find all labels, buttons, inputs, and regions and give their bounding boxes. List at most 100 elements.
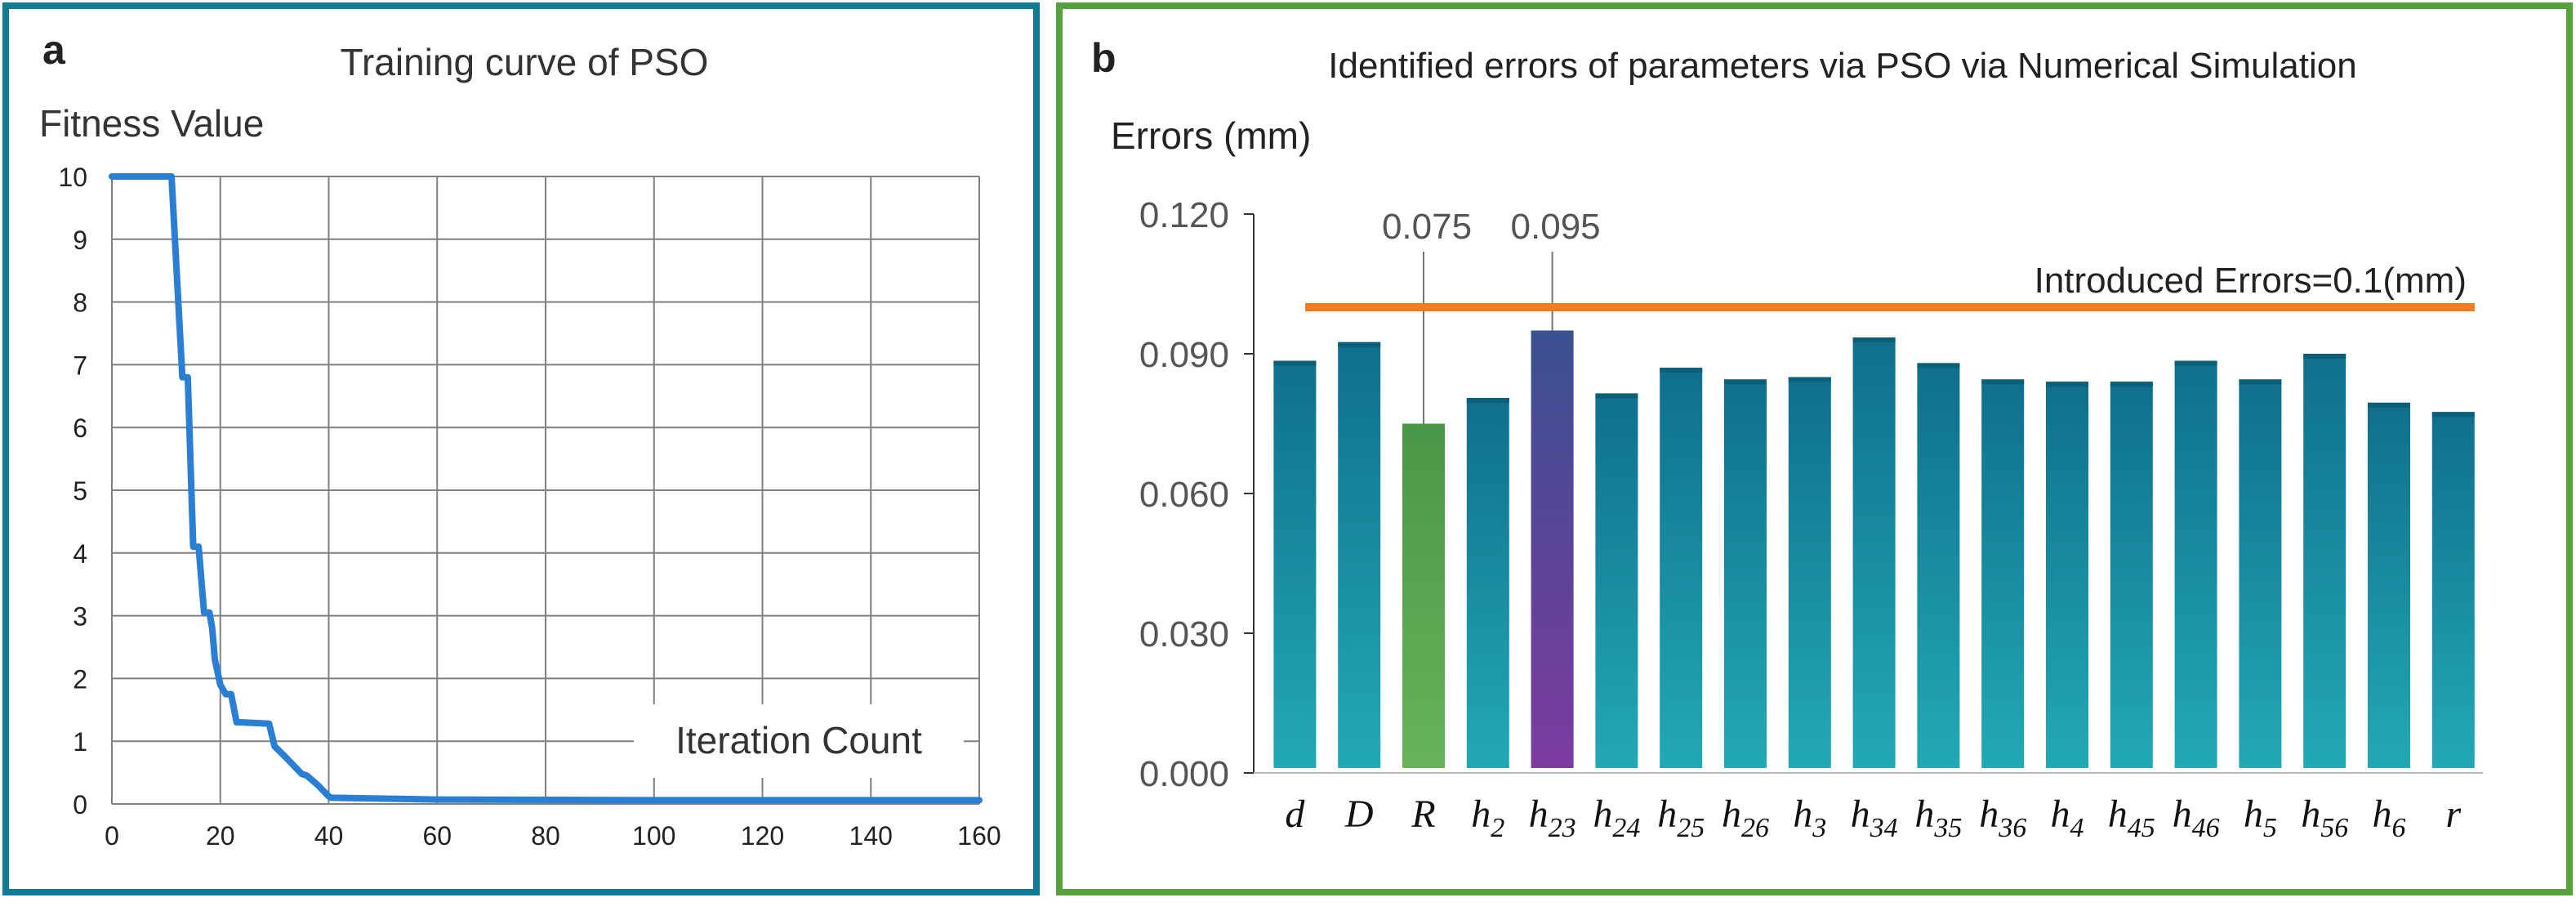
x-tick-subscript: 34 [1870, 813, 1898, 843]
bar-h34 [1852, 337, 1896, 768]
x-tick-subscript: 23 [1549, 813, 1576, 843]
bar-h36 [1981, 379, 2025, 768]
panel-a-y-tick-label: 5 [73, 476, 87, 506]
x-tick-symbol: h [1914, 793, 1934, 836]
bar-top-edge [2174, 360, 2217, 366]
panel-b-x-tick-label: h5 [2244, 793, 2277, 843]
x-tick-subscript: 46 [2192, 813, 2220, 843]
introduced-errors-label: Introduced Errors=0.1(mm) [2035, 261, 2467, 301]
panel-b-x-tick-label: h36 [1979, 793, 2026, 843]
panel-a-y-tick-label: 6 [73, 413, 87, 443]
panel-a-y-axis-label: Fitness Value [39, 102, 264, 145]
annotation-value-label: 0.095 [1511, 207, 1601, 247]
bar-d [1273, 360, 1317, 768]
panel-b-x-tick-label: h26 [1722, 793, 1769, 843]
panel-b-bars [1273, 330, 2475, 768]
x-tick-subscript: 3 [1812, 813, 1826, 843]
panel-b-y-ticks: 0.000 0.030 0.060 0.090 0.120 [1139, 195, 1254, 794]
panel-b-x-tick-label: h6 [2373, 793, 2406, 843]
panel-a-x-ticks: 0 20 40 60 80 100 120 140 160 [105, 821, 1001, 851]
panel-b-x-tick-label: D [1344, 793, 1374, 836]
panel-b-border [1056, 2, 2573, 895]
panel-a-x-tick-label: 80 [531, 821, 560, 851]
panel-b-x-tick-label: h45 [2108, 793, 2155, 843]
panel-b-x-tick-label: d [1285, 793, 1305, 836]
bar-R [1402, 423, 1445, 768]
x-tick-subscript: 2 [1491, 813, 1504, 843]
panel-b-y-tick-label: 0.030 [1139, 614, 1229, 654]
x-tick-symbol: d [1285, 793, 1305, 836]
bar-D [1338, 342, 1381, 768]
bar-h45 [2110, 382, 2153, 768]
bar-h46 [2174, 360, 2217, 768]
panel-a-y-tick-label: 9 [73, 226, 87, 255]
panel-a-x-label-box [634, 704, 964, 778]
x-tick-symbol: R [1411, 793, 1435, 836]
panel-b-y-tick-label: 0.000 [1139, 754, 1229, 794]
panel-b-y-tick-label: 0.120 [1139, 195, 1229, 235]
panel-b-y-axis-label: Errors (mm) [1111, 114, 1311, 157]
bar-top-edge [1917, 363, 1960, 368]
bar-h24 [1595, 393, 1638, 768]
panel-a-grid [111, 176, 980, 805]
panel-a-x-tick-label: 60 [422, 821, 452, 851]
bar-h56 [2303, 354, 2346, 768]
x-tick-subscript: 26 [1741, 813, 1769, 843]
bar-top-edge [2110, 382, 2153, 387]
panel-b-x-tick-label: h3 [1793, 793, 1826, 843]
bar-top-edge [2239, 379, 2282, 385]
bar-top-edge [1852, 337, 1896, 343]
bar-top-edge [1595, 393, 1638, 399]
bar-top-edge [1273, 360, 1317, 366]
bar-top-edge [2368, 402, 2410, 408]
bar-h26 [1724, 379, 1767, 768]
x-tick-subscript: 4 [2070, 813, 2084, 843]
x-tick-subscript: 36 [1998, 813, 2026, 843]
panel-a-x-tick-label: 140 [849, 821, 893, 851]
annotation-value-label: 0.075 [1382, 207, 1472, 247]
fitness-curve-line [109, 173, 983, 804]
panel-b-x-tick-label: h2 [1471, 793, 1504, 843]
panel-a-letter: a [42, 27, 66, 73]
panel-b-x-tick-label: h56 [2301, 793, 2348, 843]
bar-h35 [1917, 363, 1960, 768]
bar-top-edge [1724, 379, 1767, 385]
x-tick-symbol: h [2244, 793, 2263, 836]
bar-h23 [1531, 330, 1574, 768]
bar-top-edge [1981, 379, 2025, 385]
x-tick-symbol: h [1793, 793, 1812, 836]
bar-top-edge [2303, 354, 2346, 359]
panel-a-x-tick-label: 160 [957, 821, 1001, 851]
panel-a-y-tick-label: 3 [73, 602, 87, 632]
panel-a-x-tick-label: 20 [206, 821, 235, 851]
bar-top-edge [1466, 398, 1509, 404]
panel-a-x-tick-label: 100 [632, 821, 675, 851]
x-tick-symbol: r [2445, 793, 2461, 836]
x-tick-symbol: h [2373, 793, 2392, 836]
bar-h25 [1660, 368, 1703, 768]
panel-b-y-tick-label: 0.060 [1139, 475, 1229, 515]
bar-r [2431, 412, 2475, 768]
bar-h6 [2368, 402, 2410, 768]
bar-h4 [2046, 382, 2088, 768]
panel-a-y-ticks: 0 1 2 3 4 5 6 7 8 9 10 [58, 163, 87, 819]
panel-b-x-tick-label: h25 [1657, 793, 1705, 843]
bar-top-edge [2046, 382, 2088, 387]
bar-h2 [1466, 398, 1509, 768]
x-tick-subscript: 35 [1933, 813, 1962, 843]
panel-b-x-tick-label: R [1411, 793, 1435, 836]
panel-b-x-tick-label: h24 [1593, 793, 1640, 843]
panel-a-title: Training curve of PSO [341, 41, 709, 83]
panel-a-y-tick-label: 0 [73, 790, 87, 819]
x-tick-symbol: h [2301, 793, 2320, 836]
x-tick-subscript: 56 [2320, 813, 2348, 843]
panel-b-x-tick-label: h34 [1851, 793, 1898, 843]
panel-a-y-tick-label: 7 [73, 351, 87, 380]
x-tick-subscript: 6 [2392, 813, 2406, 843]
bar-top-edge [2431, 412, 2475, 418]
x-tick-symbol: h [1851, 793, 1870, 836]
bar-top-edge [1338, 342, 1381, 347]
panel-a-y-tick-label: 10 [58, 163, 87, 192]
panel-b-x-tick-label: h4 [2051, 793, 2084, 843]
